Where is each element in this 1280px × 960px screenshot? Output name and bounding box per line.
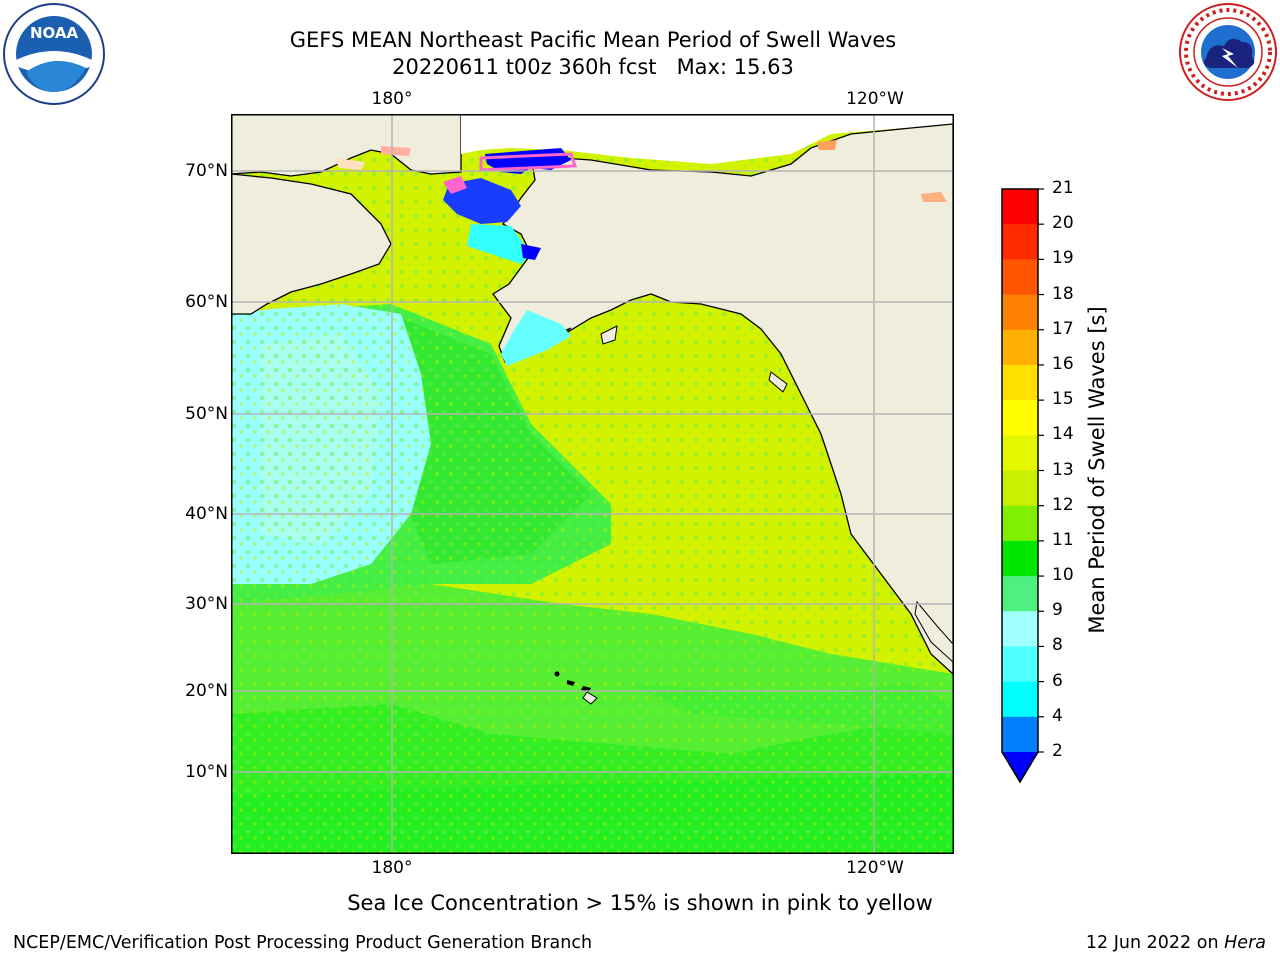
lon-label-180-bottom: 180° (371, 858, 413, 878)
lat-label-20n: 20°N (185, 681, 228, 701)
colorbar-segment (1002, 364, 1038, 401)
colorbar-tick-label: 4 (1052, 705, 1063, 726)
colorbar-segment (1002, 224, 1038, 260)
colorbar-segment (1002, 189, 1038, 225)
colorbar-extend-arrow (1002, 752, 1038, 782)
lon-label-120w-bottom: 120°W (846, 858, 904, 878)
colorbar-segment (1002, 576, 1038, 612)
footer-producer: NCEP/EMC/Verification Post Processing Pr… (13, 933, 593, 953)
colorbar-segment (1002, 329, 1038, 366)
colorbar-tick-label: 13 (1052, 459, 1074, 480)
colorbar-tick-label: 9 (1052, 600, 1063, 621)
lat-label-10n: 10°N (185, 762, 228, 782)
lat-label-40n: 40°N (185, 504, 228, 524)
noaa-logo-text: NOAA (30, 24, 79, 42)
nws-logo (1179, 3, 1277, 101)
colorbar-segment (1002, 681, 1038, 718)
colorbar-tick-label: 18 (1052, 283, 1074, 304)
lat-label-50n: 50°N (185, 404, 228, 424)
lat-label-30n: 30°N (185, 594, 228, 614)
colorbar-segment (1002, 505, 1038, 542)
noaa-logo: NOAA (3, 3, 105, 105)
colorbar-tick-label: 14 (1052, 424, 1074, 445)
colorbar-tick-label: 11 (1052, 529, 1074, 550)
colorbar-segment (1002, 540, 1038, 577)
colorbar-tick-label: 19 (1052, 248, 1074, 269)
colorbar-tick-label: 6 (1052, 670, 1063, 691)
colorbar-tick-label: 20 (1052, 213, 1074, 234)
colorbar (1001, 188, 1044, 784)
colorbar-tick-label: 17 (1052, 318, 1074, 339)
map-title: GEFS MEAN Northeast Pacific Mean Period … (289, 28, 897, 52)
colorbar-segment (1002, 259, 1038, 296)
colorbar-tick-label: 15 (1052, 389, 1074, 410)
colorbar-segment (1002, 716, 1038, 753)
lon-label-180-top: 180° (371, 89, 413, 109)
colorbar-tick-label: 12 (1052, 494, 1074, 515)
lon-label-120w-top: 120°W (846, 89, 904, 109)
colorbar-segment (1002, 646, 1038, 683)
footer-date: 12 Jun 2022 on Hera (1085, 933, 1266, 953)
colorbar-segment (1002, 611, 1038, 647)
colorbar-tick-label: 21 (1052, 178, 1074, 198)
lat-label-70n: 70°N (185, 161, 228, 181)
colorbar-segment (1002, 400, 1038, 436)
colorbar-segment (1002, 294, 1038, 331)
lat-label-60n: 60°N (185, 292, 228, 312)
gridlines (231, 114, 953, 853)
colorbar-segment (1002, 470, 1038, 507)
colorbar-tick-label: 10 (1052, 565, 1074, 586)
map-area (231, 114, 954, 854)
colorbar-segment (1002, 435, 1038, 471)
map-subtitle: 20220611 t00z 360h fcst Max: 15.63 (392, 55, 794, 79)
sea-ice-caption: Sea Ice Concentration > 15% is shown in … (347, 891, 933, 915)
colorbar-tick-label: 2 (1052, 741, 1063, 761)
colorbar-tick-label: 16 (1052, 353, 1074, 374)
colorbar-tick-label: 8 (1052, 635, 1063, 656)
map-frame (231, 114, 954, 854)
